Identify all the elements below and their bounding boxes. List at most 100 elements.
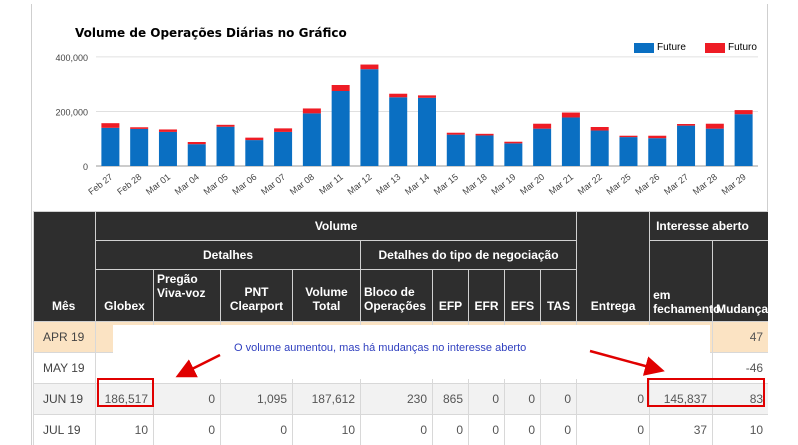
header-em-fechamento: em fechamento — [649, 240, 720, 322]
table-cell: 0 — [153, 414, 221, 445]
table-cell: 186,517 — [95, 383, 154, 415]
x-tick-label: Mar 19 — [489, 172, 517, 197]
bar-futuro — [274, 128, 293, 132]
bar-futuro — [590, 127, 609, 131]
table-cell: 0 — [360, 414, 433, 445]
bar-futuro — [389, 93, 408, 98]
bar-future — [245, 140, 264, 166]
table-cell: 0 — [153, 383, 221, 415]
bar-future — [619, 137, 638, 166]
bar-futuro — [130, 127, 149, 129]
x-tick-label: Mar 18 — [461, 172, 489, 197]
table-cell: 0 — [504, 383, 541, 415]
mudanca-cell: 47 — [712, 321, 768, 353]
bar-future — [360, 69, 379, 166]
table-cell: 0 — [576, 383, 651, 415]
x-tick-label: Mar 12 — [345, 172, 373, 197]
bar-futuro — [245, 137, 264, 141]
x-tick-label: Mar 22 — [576, 172, 604, 197]
header-detalhes-tipo: Detalhes do tipo de negociação — [359, 240, 578, 270]
bar-future — [158, 131, 177, 166]
table-cell: 37 — [649, 414, 714, 445]
bar-future — [475, 135, 494, 166]
table-cell: 187,612 — [292, 383, 361, 415]
table-cell: 0 — [576, 414, 651, 445]
bar-futuro — [533, 123, 552, 129]
legend-label-futuro: Futuro — [728, 42, 757, 53]
bar-future — [590, 130, 609, 166]
bar-future — [274, 131, 293, 166]
header-tas: TAS — [539, 269, 578, 322]
annotation-text: O volume aumentou, mas há mudanças no in… — [234, 342, 527, 354]
x-tick-label: Mar 04 — [173, 172, 201, 197]
x-tick-label: Mar 05 — [202, 172, 230, 197]
bar-futuro — [360, 64, 379, 70]
bar-futuro — [475, 133, 494, 136]
table-row: JUL 19 10 0 0 10 0 0 0 0 0 0 37 10 — [33, 414, 768, 445]
x-tick-label: Mar 14 — [403, 172, 431, 197]
table-cell: 0 — [432, 414, 469, 445]
bar-future — [677, 125, 696, 166]
bar-futuro — [418, 95, 436, 98]
bar-future — [705, 128, 724, 166]
bar-future — [504, 143, 523, 166]
header-efr: EFR — [468, 269, 505, 322]
x-tick-label: Mar 25 — [604, 172, 632, 197]
month-cell: JUN 19 — [33, 383, 96, 415]
table-cell: 0 — [220, 414, 293, 445]
bar-future — [331, 91, 350, 166]
bar-future — [302, 113, 321, 166]
header-efs: EFS — [504, 269, 541, 322]
legend-label-future: Future — [657, 42, 686, 53]
table-row: JUN 19 186,517 0 1,095 187,612 230 865 0 0 0 0 145,… — [33, 383, 768, 415]
y-tick-label: 400,000 — [55, 53, 88, 63]
bar-futuro — [302, 108, 321, 114]
legend-swatch-future — [634, 42, 654, 53]
bar-future — [648, 138, 667, 166]
x-tick-label: Mar 26 — [633, 172, 661, 197]
x-tick-label: Mar 13 — [374, 172, 402, 197]
table-cell: 0 — [468, 383, 505, 415]
table-cell: 1,095 — [220, 383, 293, 415]
month-cell: JUL 19 — [33, 414, 96, 445]
x-tick-label: Mar 07 — [259, 172, 287, 197]
x-tick-label: Mar 01 — [144, 172, 172, 197]
highlight-interesse — [647, 378, 765, 407]
bar-futuro — [677, 124, 696, 126]
x-tick-label: Mar 20 — [518, 172, 546, 197]
header-interesse: Interesse aberto — [649, 211, 768, 241]
table-cell: 0 — [539, 414, 578, 445]
table-cell: 0 — [539, 383, 578, 415]
header-pnt: PNT Clearport — [220, 269, 293, 322]
header-detalhes: Detalhes — [95, 240, 361, 270]
bar-futuro — [734, 110, 753, 115]
month-cell: APR 19 — [33, 321, 96, 353]
bar-future — [216, 126, 235, 166]
legend-swatch-futuro — [705, 42, 725, 53]
header-mudanca: Mudança — [712, 240, 768, 322]
header-bloco: Bloco de Operações — [360, 269, 433, 322]
bar-futuro — [705, 123, 724, 129]
bar-futuro — [504, 141, 523, 144]
mudanca-cell: 83 — [712, 383, 768, 415]
table-cell: 10 — [292, 414, 361, 445]
bar-future — [187, 144, 206, 166]
bar-futuro — [619, 135, 638, 138]
highlight-globex — [97, 378, 154, 407]
x-tick-label: Mar 08 — [288, 172, 316, 197]
x-tick-label: Mar 06 — [230, 172, 258, 197]
month-cell: MAY 19 — [33, 352, 96, 384]
header-efp: EFP — [432, 269, 469, 322]
mudanca-cell: 10 — [712, 414, 768, 445]
table-cell: 145,837 — [649, 383, 714, 415]
header-volume-total: Volume Total — [292, 269, 361, 322]
x-tick-label: Mar 11 — [317, 172, 345, 197]
header-entrega: Entrega — [576, 211, 651, 322]
bar-future — [533, 128, 552, 166]
bar-futuro — [561, 112, 580, 118]
x-tick-label: Feb 28 — [115, 172, 143, 197]
table-cell: 230 — [360, 383, 433, 415]
x-tick-label: Mar 28 — [691, 172, 719, 197]
legend-item-futuro: Futuro — [705, 42, 757, 53]
